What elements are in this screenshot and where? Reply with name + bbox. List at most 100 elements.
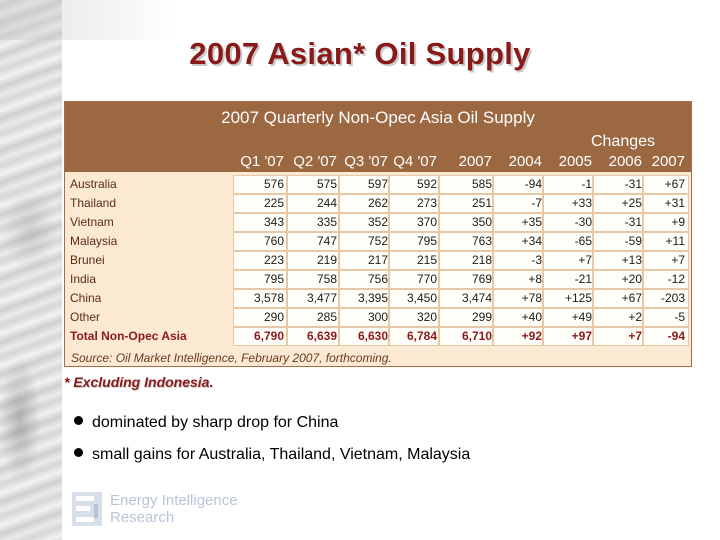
table-cell: +11 <box>665 234 685 248</box>
cell-background <box>439 232 493 251</box>
cell-background <box>389 213 439 232</box>
cell-background <box>593 270 643 289</box>
cell-background <box>339 213 389 232</box>
cell-background <box>439 289 493 308</box>
cell-background <box>339 308 389 327</box>
cell-background <box>287 308 339 327</box>
table-cell: 6,710 <box>461 329 492 343</box>
row-label: China <box>70 291 102 305</box>
cell-background <box>493 327 543 346</box>
table-cell: 592 <box>416 177 437 191</box>
table-cell: -30 <box>574 215 592 229</box>
table-cell: +25 <box>621 196 642 210</box>
column-header: 2006 <box>608 153 642 170</box>
column-header: Q4 '07 <box>393 153 437 170</box>
cell-background <box>643 270 689 289</box>
cell-background <box>287 327 339 346</box>
table-cell: 3,450 <box>406 291 437 305</box>
table-row: Brunei 223 219 217 215 218 -3 +7 +13 +7 <box>65 251 691 270</box>
cell-background <box>643 251 689 270</box>
cell-background <box>643 213 689 232</box>
cell-background <box>233 289 287 308</box>
table-cell: 223 <box>263 253 284 267</box>
column-header: Q3 '07 <box>344 153 388 170</box>
table-cell: 6,784 <box>406 329 437 343</box>
column-header: 2007 <box>651 153 685 170</box>
table-cell: 575 <box>316 177 337 191</box>
table-cell: 597 <box>367 177 388 191</box>
energy-intelligence-logo-icon <box>72 492 102 526</box>
table-cell: 576 <box>263 177 284 191</box>
cell-background <box>439 327 493 346</box>
table-cell: 244 <box>316 196 337 210</box>
table-row: Australia 576 575 597 592 585 -94 -1 -31 +67 <box>65 175 691 194</box>
cell-background <box>287 194 339 213</box>
cell-background <box>339 327 389 346</box>
cell-background <box>439 213 493 232</box>
cell-background <box>389 289 439 308</box>
table-cell: +20 <box>621 272 642 286</box>
bullet-text: dominated by sharp drop for China <box>92 414 339 431</box>
cell-background <box>233 251 287 270</box>
table-cell: +31 <box>664 196 685 210</box>
cell-background <box>339 289 389 308</box>
table-cell: +13 <box>621 253 642 267</box>
table-row: Thailand 225 244 262 273 251 -7 +33 +25 +31 <box>65 194 691 213</box>
row-label: Thailand <box>70 196 117 210</box>
cell-background <box>339 194 389 213</box>
cell-background <box>233 175 287 194</box>
row-label: Total Non-Opec Asia <box>70 329 187 343</box>
cell-background <box>287 175 339 194</box>
table-cell: -3 <box>531 253 542 267</box>
row-label: India <box>70 272 97 286</box>
cell-background <box>389 327 439 346</box>
cell-background <box>543 232 593 251</box>
table-cell: 215 <box>416 253 437 267</box>
cell-background <box>643 194 689 213</box>
table-cell: 343 <box>263 215 284 229</box>
table-cell: -12 <box>667 272 685 286</box>
cell-background <box>233 327 287 346</box>
table-total-row: Total Non-Opec Asia 6,790 6,639 6,630 6,784 6… <box>65 327 691 346</box>
cell-background <box>439 194 493 213</box>
table-cell: +40 <box>521 310 542 324</box>
column-header: 2005 <box>558 153 592 170</box>
cell-background <box>593 175 643 194</box>
cell-background <box>389 194 439 213</box>
table-cell: +97 <box>571 329 592 343</box>
cell-background <box>493 308 543 327</box>
table-cell: +67 <box>621 291 642 305</box>
cell-background <box>493 251 543 270</box>
cell-background <box>643 175 689 194</box>
table-cell: 285 <box>316 310 337 324</box>
row-label: Malaysia <box>70 234 118 248</box>
cell-background <box>233 213 287 232</box>
footnote: * Excluding Indonesia. <box>64 374 214 390</box>
cell-background <box>389 175 439 194</box>
table-cell: 335 <box>316 215 337 229</box>
table-cell: 6,630 <box>357 329 388 343</box>
column-header: 2007 <box>458 153 492 170</box>
table-cell: +7 <box>671 253 685 267</box>
cell-background <box>233 194 287 213</box>
table-cell: -1 <box>581 177 592 191</box>
logo-line-2: Research <box>110 509 175 526</box>
cell-background <box>339 251 389 270</box>
cell-background <box>643 289 689 308</box>
table-cell: +78 <box>521 291 542 305</box>
table-header: 2007 Quarterly Non-Opec Asia Oil Supply … <box>65 102 691 172</box>
logo-line-1: Energy Intelligence <box>110 492 238 509</box>
table-cell: 352 <box>367 215 388 229</box>
cell-background <box>493 232 543 251</box>
cell-background <box>543 175 593 194</box>
table-cell: +67 <box>664 177 685 191</box>
row-label: Other <box>70 310 101 324</box>
table-cell: +7 <box>628 329 642 343</box>
table-cell: -31 <box>624 177 642 191</box>
table-cell: +8 <box>528 272 542 286</box>
table-cell: +49 <box>571 310 592 324</box>
cell-background <box>493 175 543 194</box>
cell-background <box>493 270 543 289</box>
cell-background <box>233 232 287 251</box>
slide-title: 2007 Asian* Oil Supply <box>189 36 531 71</box>
